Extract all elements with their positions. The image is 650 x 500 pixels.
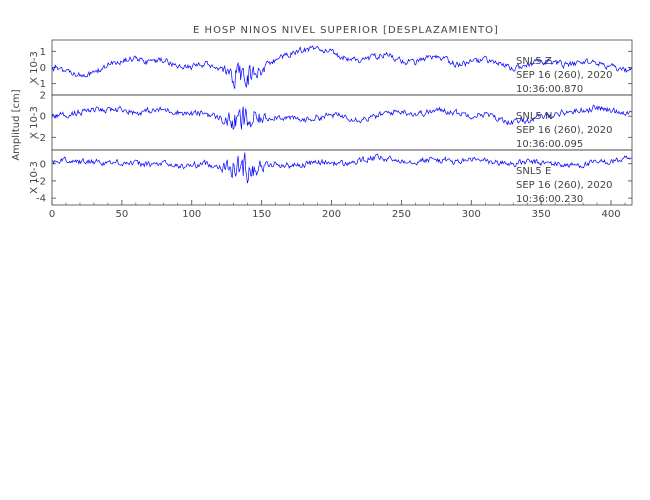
scale-label: X 10-3 [29, 51, 40, 84]
y-tick-label: -1 [36, 79, 46, 90]
y-tick-label: 0 [40, 112, 46, 123]
y-tick-label: 1 [40, 47, 46, 58]
x-tick-label: 150 [252, 209, 271, 220]
x-tick-label: 300 [462, 209, 481, 220]
station-label: 10:36:00.870 [516, 84, 583, 95]
y-tick-label: -4 [36, 194, 46, 205]
x-tick-label: 0 [49, 209, 55, 220]
y-tick-label: 2 [40, 91, 46, 102]
panel-frame [51, 149, 633, 206]
y-tick-label: -2 [36, 133, 46, 144]
chart-title: E HOSP NINOS NIVEL SUPERIOR [DESPLAZAMIE… [193, 25, 499, 36]
station-label: 10:36:00.095 [516, 139, 583, 150]
seismic-trace [51, 152, 632, 184]
scale-label: X 10-3 [29, 106, 40, 139]
y-tick-label: 0 [40, 63, 46, 74]
station-label: SEP 16 (260), 2020 [516, 70, 612, 81]
x-axis: 0 50 100 150 200 250 300 350 400 [49, 200, 626, 220]
x-tick-label: 400 [601, 209, 620, 220]
x-tick-label: 250 [392, 209, 411, 220]
station-label: SNL5 N [516, 111, 552, 122]
y-axis-label: Amplitud [cm] [11, 89, 22, 160]
station-label: SEP 16 (260), 2020 [516, 125, 612, 136]
trace-panel: 2 0 -2X 10-3 SNL5 N SEP 16 (260), 2020 10:36:… [29, 91, 633, 151]
station-label: SEP 16 (260), 2020 [516, 180, 612, 191]
trace-panel: 0 -2 -4X 10-3 SNL5 E SEP 16 (260), 2020 10:36… [29, 149, 633, 206]
station-label: SNL5 Z [516, 56, 552, 67]
seismic-trace [51, 45, 632, 90]
trace-panel: 1 0 -1X 10-3 SNL5 Z SEP 16 (260), 2020 10:36:… [29, 39, 633, 96]
y-tick-label: 0 [40, 159, 46, 170]
x-tick-label: 50 [116, 209, 129, 220]
x-tick-label: 100 [182, 209, 201, 220]
y-tick-label: -2 [36, 176, 46, 187]
x-tick-label: 350 [532, 209, 551, 220]
station-label: 10:36:00.230 [516, 194, 583, 205]
scale-label: X 10-3 [29, 161, 40, 194]
seismic-trace [51, 104, 632, 130]
x-tick-label: 200 [322, 209, 341, 220]
station-label: SNL5 E [516, 166, 551, 177]
